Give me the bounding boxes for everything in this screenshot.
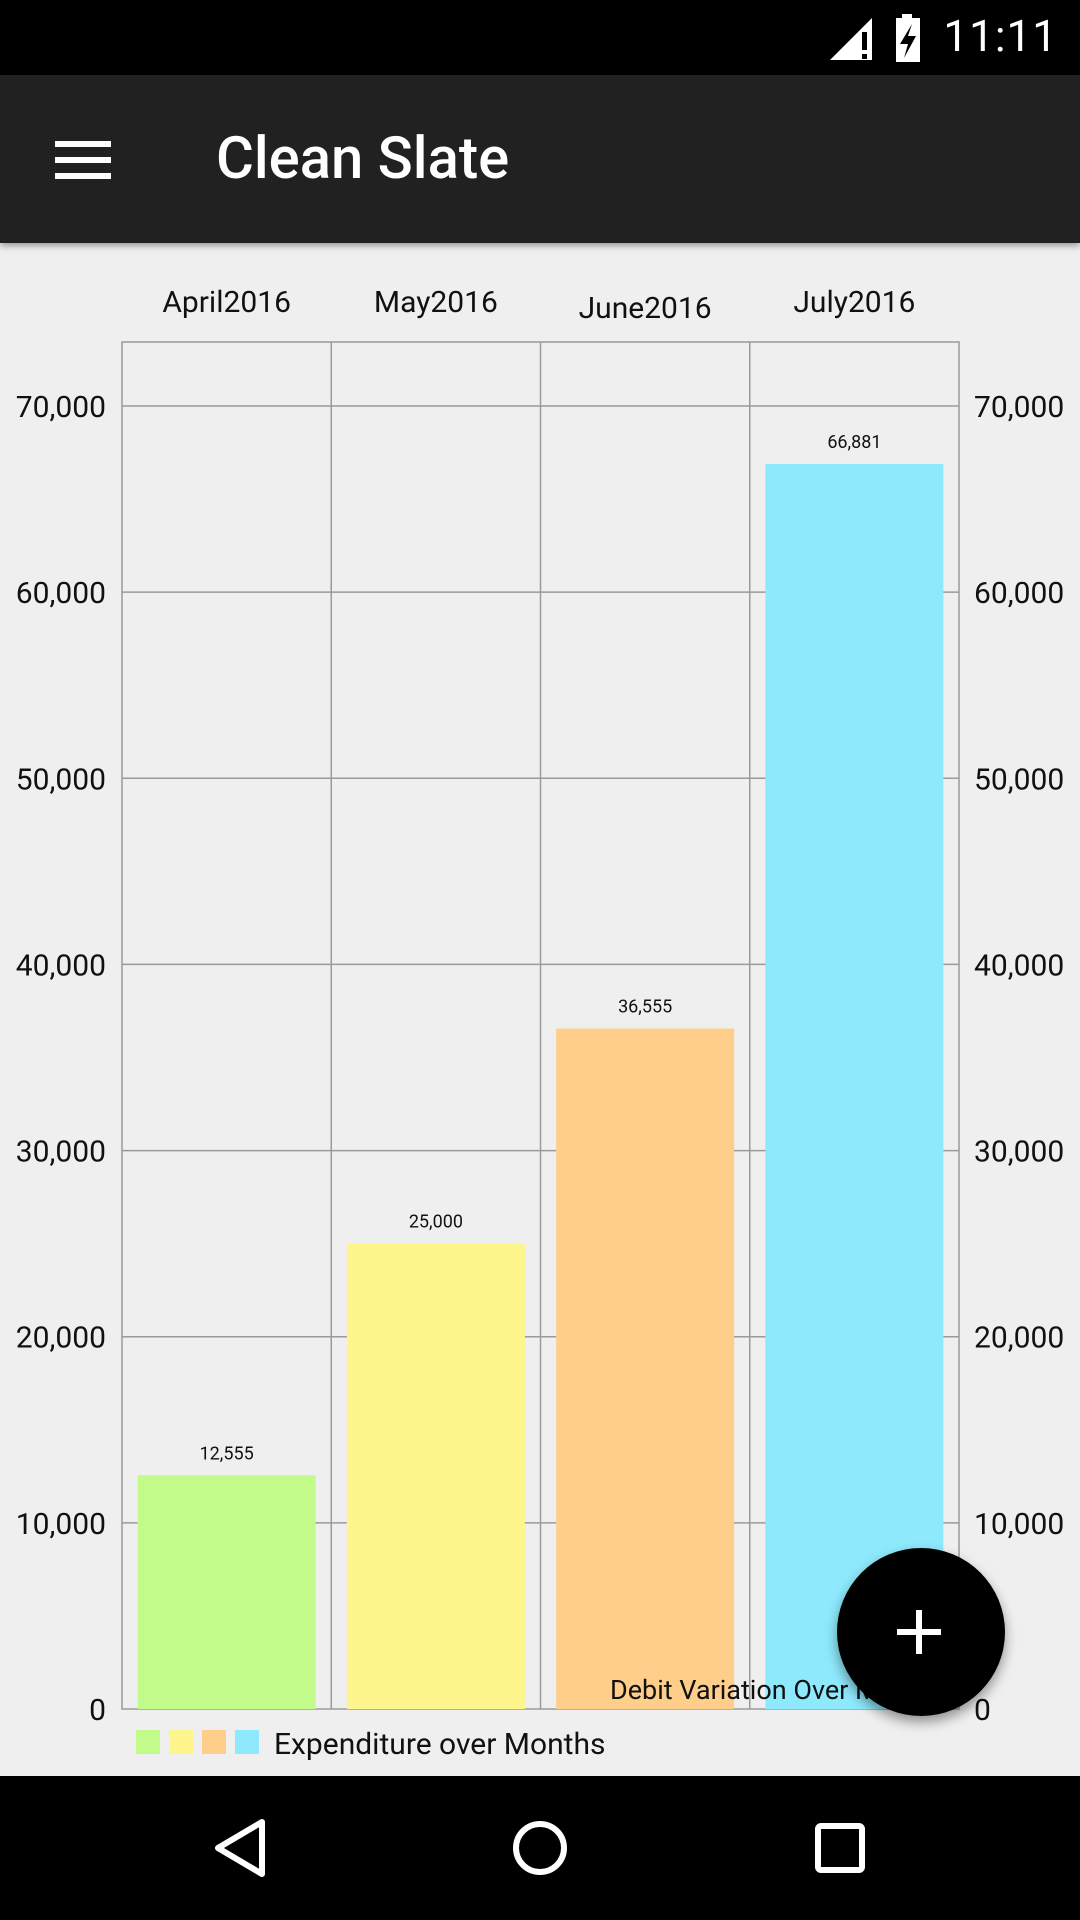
category-label: July2016 — [793, 285, 915, 320]
y-tick-label-left: 30,000 — [16, 1135, 106, 1170]
y-tick-label-right: 10,000 — [974, 1507, 1064, 1542]
app-title: Clean Slate — [216, 125, 510, 193]
y-tick-label-right: 50,000 — [974, 762, 1064, 797]
menu-icon[interactable] — [40, 121, 130, 197]
bar — [346, 1243, 525, 1709]
navigation-bar — [0, 1776, 1080, 1920]
y-tick-label-left: 20,000 — [16, 1321, 106, 1356]
legend-swatch — [202, 1730, 226, 1754]
y-tick-label-right: 40,000 — [974, 948, 1064, 983]
y-tick-label-left: 70,000 — [16, 390, 106, 425]
y-tick-label-right: 30,000 — [974, 1135, 1064, 1170]
legend-swatch — [136, 1730, 160, 1754]
y-tick-label-right: 70,000 — [974, 390, 1064, 425]
y-tick-label-left: 40,000 — [16, 948, 106, 983]
home-icon[interactable] — [490, 1798, 590, 1898]
signal-icon — [830, 18, 872, 60]
y-tick-label-left: 10,000 — [16, 1507, 106, 1542]
battery-charging-icon — [896, 14, 920, 62]
bar-chart: 0 0 10,000 10,000 20,000 20,000 30,000 30,000 40… — [16, 285, 1064, 1762]
bar — [137, 1475, 316, 1709]
app-bar: Clean Slate — [0, 75, 1080, 243]
y-tick-label-right: 60,000 — [974, 576, 1064, 611]
status-bar: 11:11 — [0, 0, 1080, 75]
chart-area: 0 0 10,000 10,000 20,000 20,000 30,000 30,000 40… — [0, 243, 1080, 1776]
y-tick-label-right: 0 — [974, 1693, 991, 1728]
legend-swatch — [235, 1730, 259, 1754]
legend-label: Expenditure over Months — [274, 1727, 606, 1762]
recents-icon[interactable] — [790, 1798, 890, 1898]
add-button[interactable] — [837, 1548, 1005, 1716]
bar-value-label: 12,555 — [200, 1443, 254, 1464]
legend-swatch — [169, 1730, 193, 1754]
bar-value-label: 25,000 — [409, 1212, 463, 1233]
y-tick-label-right: 20,000 — [974, 1321, 1064, 1356]
category-label: April2016 — [162, 285, 291, 320]
bar-value-label: 66,881 — [827, 432, 881, 453]
status-icons — [830, 14, 920, 62]
bar — [556, 1028, 735, 1709]
clock: 11:11 — [943, 10, 1058, 62]
category-label: May2016 — [374, 285, 498, 320]
y-tick-label-left: 0 — [89, 1693, 106, 1728]
bar — [765, 464, 944, 1709]
category-label: June2016 — [579, 291, 712, 326]
y-tick-label-left: 50,000 — [16, 762, 106, 797]
back-icon[interactable] — [190, 1798, 290, 1898]
y-tick-label-left: 60,000 — [16, 576, 106, 611]
bar-value-label: 36,555 — [618, 997, 672, 1018]
